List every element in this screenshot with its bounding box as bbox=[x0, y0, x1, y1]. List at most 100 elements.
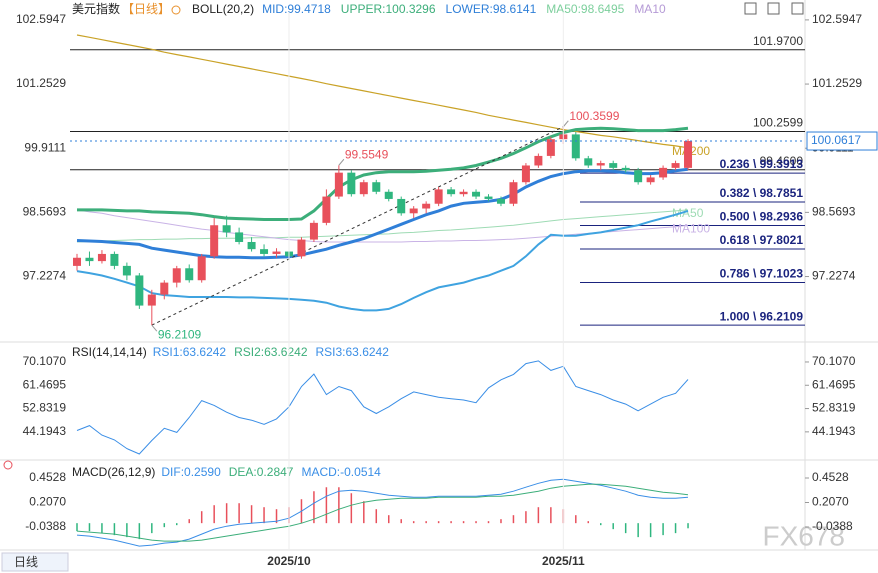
boll-line bbox=[76, 167, 689, 260]
legend-item: RSI2:63.6242 bbox=[234, 345, 308, 359]
candle-body bbox=[359, 182, 368, 195]
candle-body bbox=[521, 165, 530, 183]
trend-line bbox=[151, 126, 564, 326]
legend-item: DIF:0.2590 bbox=[161, 465, 221, 479]
candle-body bbox=[272, 251, 281, 254]
y-tick-label: 99.9111 bbox=[24, 140, 66, 154]
y-tick-label: 61.4695 bbox=[812, 377, 856, 391]
period-button-label[interactable]: 日线 bbox=[14, 555, 38, 569]
candle-body bbox=[397, 198, 406, 214]
watermark: FX678 bbox=[763, 520, 846, 551]
candle-body bbox=[409, 208, 418, 214]
fib-label: 0.382 \ 98.7851 bbox=[720, 186, 804, 200]
candle-body bbox=[260, 249, 269, 254]
y-tick-label: 0.4528 bbox=[812, 470, 849, 484]
candle-body bbox=[97, 253, 106, 262]
fib-label: 1.000 \ 96.2109 bbox=[720, 309, 804, 323]
candle-body bbox=[85, 257, 94, 262]
extreme-marker bbox=[338, 158, 345, 166]
level-label: 99.4600 bbox=[760, 154, 804, 168]
fib-label: 0.236 \ 99.3913 bbox=[720, 157, 804, 171]
legend-item: MA50:98.6495 bbox=[546, 2, 624, 16]
candle-body bbox=[646, 177, 655, 183]
y-tick-label: 0.2070 bbox=[812, 495, 849, 509]
y-tick-label: 0.2070 bbox=[29, 495, 66, 509]
candle-body bbox=[172, 268, 181, 283]
candle-body bbox=[322, 196, 331, 223]
panel-icon[interactable] bbox=[3, 460, 13, 470]
legend-item: DEA:0.2847 bbox=[229, 465, 294, 479]
panel-title: MACD(26,12,9) bbox=[72, 465, 155, 479]
candle-body bbox=[546, 139, 555, 156]
candle-body bbox=[596, 163, 605, 166]
candle-body bbox=[496, 198, 505, 204]
y-tick-label: 0.4528 bbox=[29, 470, 66, 484]
candle-body bbox=[509, 182, 518, 204]
candle-body bbox=[571, 134, 580, 159]
last-price-label: 100.0617 bbox=[811, 133, 861, 147]
y-tick-label: -0.0388 bbox=[812, 519, 853, 533]
candle-body bbox=[110, 253, 119, 266]
x-tick-label: 2025/10 bbox=[267, 554, 311, 568]
candle-body bbox=[584, 158, 593, 166]
candle-body bbox=[534, 155, 543, 166]
candle-body bbox=[197, 256, 206, 281]
candle-body bbox=[484, 196, 493, 199]
fib-label: 0.618 \ 97.8021 bbox=[720, 233, 804, 247]
candle-body bbox=[634, 170, 643, 183]
candle-body bbox=[434, 189, 443, 204]
extreme-label: 96.2109 bbox=[158, 327, 202, 341]
ma-line bbox=[76, 209, 689, 243]
candle-body bbox=[459, 191, 468, 195]
period: 【日线】 bbox=[122, 2, 170, 16]
y-tick-label: 44.1943 bbox=[812, 424, 856, 438]
extreme-marker bbox=[562, 120, 569, 128]
macd-line bbox=[76, 483, 689, 542]
last-price-box bbox=[806, 131, 878, 151]
window-icons[interactable] bbox=[744, 2, 804, 15]
y-tick-label: 61.4695 bbox=[23, 377, 67, 391]
candle-body bbox=[671, 163, 680, 168]
candle-body bbox=[347, 172, 356, 195]
legend-item: UPPER:100.3296 bbox=[341, 2, 436, 16]
y-tick-label: 101.2529 bbox=[16, 76, 66, 90]
y-tick-label: 97.2274 bbox=[812, 269, 856, 283]
y-tick-label: 70.1070 bbox=[812, 354, 856, 368]
y-tick-label: 101.2529 bbox=[812, 76, 862, 90]
ma-line bbox=[76, 34, 689, 149]
symbol: 美元指数 bbox=[72, 1, 120, 16]
ma-label: MA100 bbox=[672, 221, 710, 235]
period-button[interactable] bbox=[1, 552, 69, 572]
y-tick-label: 98.5693 bbox=[23, 205, 67, 219]
candle-body bbox=[135, 275, 144, 306]
level-label: 100.2599 bbox=[753, 116, 803, 130]
y-tick-label: 102.5947 bbox=[16, 12, 66, 26]
y-tick-label: 70.1070 bbox=[23, 354, 67, 368]
legend-item: LOWER:98.6141 bbox=[446, 2, 537, 16]
candle-body bbox=[122, 265, 131, 276]
y-tick-label: -0.0388 bbox=[25, 519, 66, 533]
icon[interactable] bbox=[744, 2, 757, 15]
legend-item: MID:99.4718 bbox=[262, 2, 331, 16]
extreme-label: 100.3599 bbox=[569, 109, 619, 123]
icon[interactable] bbox=[791, 2, 804, 15]
boll-line bbox=[77, 126, 689, 221]
extreme-marker bbox=[151, 324, 158, 332]
icon[interactable] bbox=[767, 2, 780, 15]
ma-label: MA50 bbox=[672, 206, 704, 220]
fib-label: 0.786 \ 97.1023 bbox=[720, 267, 804, 281]
y-tick-label: 98.5693 bbox=[812, 205, 856, 219]
candle-body bbox=[384, 191, 393, 199]
settings-icon[interactable] bbox=[171, 5, 181, 15]
fib-label: 0.500 \ 98.2936 bbox=[720, 210, 804, 224]
extreme-label: 99.5549 bbox=[345, 147, 389, 161]
legend-item: MACD:-0.0514 bbox=[301, 465, 381, 479]
candle-body bbox=[73, 257, 81, 266]
legend-item: MA10 bbox=[634, 2, 666, 16]
candle-body bbox=[609, 163, 618, 168]
y-tick-label: 102.5947 bbox=[812, 12, 862, 26]
level-label: 101.9700 bbox=[753, 34, 803, 48]
y-tick-label: 52.8319 bbox=[23, 401, 67, 415]
y-tick-label: 44.1943 bbox=[23, 424, 67, 438]
candle-body bbox=[309, 222, 318, 240]
